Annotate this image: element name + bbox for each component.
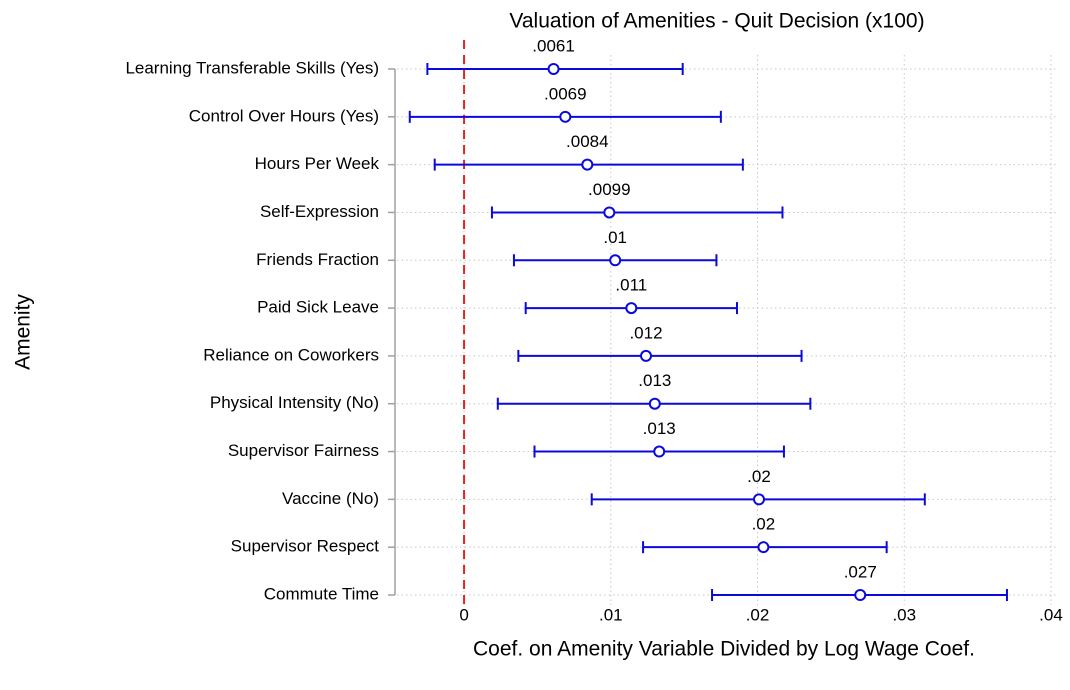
x-tick-label: .04 bbox=[1039, 605, 1063, 624]
point bbox=[752, 493, 765, 506]
value-label: .012 bbox=[629, 323, 662, 342]
value-label: .01 bbox=[603, 228, 627, 247]
value-label: .011 bbox=[615, 276, 647, 295]
y-tick-label: Commute Time bbox=[264, 584, 379, 603]
y-tick-label: Reliance on Coworkers bbox=[203, 345, 379, 364]
value-label: .0061 bbox=[532, 36, 575, 55]
x-tick-label: .03 bbox=[892, 605, 916, 624]
y-tick-label: Friends Fraction bbox=[256, 250, 379, 269]
value-label: .013 bbox=[638, 371, 671, 390]
point bbox=[757, 541, 770, 554]
x-tick-label: .02 bbox=[746, 605, 770, 624]
value-label: .02 bbox=[747, 467, 771, 486]
chart-title: Valuation of Amenities - Quit Decision (… bbox=[509, 10, 924, 33]
point bbox=[581, 158, 594, 171]
y-tick-label: Hours Per Week bbox=[255, 154, 380, 173]
value-label: .013 bbox=[643, 419, 676, 438]
point bbox=[547, 63, 560, 75]
point bbox=[559, 110, 572, 123]
point bbox=[603, 206, 616, 219]
point bbox=[854, 589, 867, 601]
y-tick-label: Physical Intensity (No) bbox=[210, 393, 379, 412]
y-tick-label: Self-Expression bbox=[260, 202, 379, 221]
x-axis-label: Coef. on Amenity Variable Divided by Log… bbox=[473, 638, 975, 661]
value-label: .0069 bbox=[544, 84, 587, 103]
x-tick-label: .01 bbox=[599, 605, 623, 624]
value-label: .02 bbox=[752, 515, 776, 534]
y-tick-label: Vaccine (No) bbox=[282, 489, 379, 508]
y-tick-label: Control Over Hours (Yes) bbox=[189, 106, 379, 125]
value-label: .027 bbox=[844, 562, 877, 581]
point bbox=[609, 254, 622, 267]
y-tick-label: Paid Sick Leave bbox=[257, 298, 379, 317]
y-tick-label: Learning Transferable Skills (Yes) bbox=[125, 58, 379, 77]
x-tick-label: 0 bbox=[459, 605, 468, 624]
point bbox=[653, 445, 666, 458]
point bbox=[648, 397, 661, 410]
point bbox=[625, 302, 638, 315]
point bbox=[640, 349, 653, 362]
y-tick-label: Supervisor Respect bbox=[231, 537, 380, 556]
value-label: .0084 bbox=[566, 132, 609, 151]
value-label: .0099 bbox=[588, 180, 631, 199]
y-tick-label: Supervisor Fairness bbox=[228, 441, 379, 460]
y-axis-label: Amenity bbox=[12, 294, 35, 370]
